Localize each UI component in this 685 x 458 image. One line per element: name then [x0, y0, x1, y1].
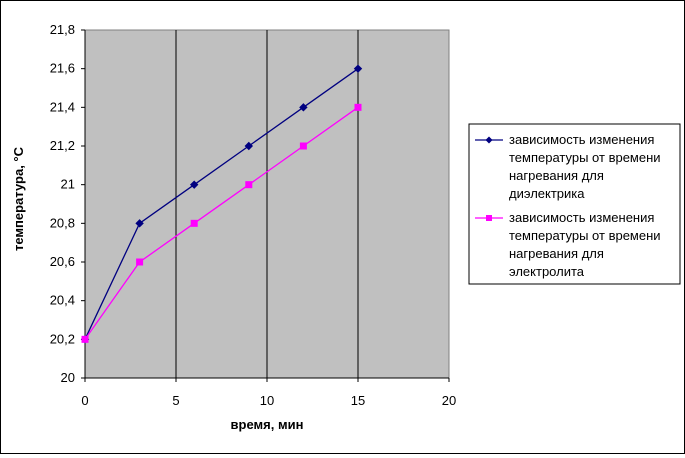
x-tick-label: 0: [81, 393, 88, 408]
y-tick-label: 20: [61, 370, 75, 385]
legend-box: [468, 123, 681, 285]
data-point: [299, 103, 308, 112]
data-point: [136, 258, 144, 266]
y-tick-label: 20,8: [50, 215, 75, 230]
data-point: [244, 141, 254, 151]
legend-label: электролита: [509, 264, 585, 279]
y-axis-ticks: 20 20,2 20,4 20,6 20,8 21 21,2 21,4 21,6 21,8: [50, 22, 85, 385]
x-axis-title: время, мин: [231, 417, 304, 432]
x-tick-label: 20: [442, 393, 456, 408]
legend-marker: [485, 136, 493, 144]
legend-label: зависимость изменения: [509, 132, 654, 147]
x-tick-label: 10: [260, 393, 274, 408]
data-point: [190, 219, 198, 227]
legend-label: диэлектрика: [509, 186, 585, 201]
data-point: [245, 181, 253, 189]
data-point: [299, 142, 307, 150]
legend: зависимость изменения температуры от врем…: [468, 123, 681, 285]
data-point: [81, 335, 89, 343]
y-tick-label: 21,8: [50, 22, 75, 37]
legend-marker: [486, 215, 492, 221]
legend-label: нагревания для: [509, 168, 604, 183]
series-line-2: [84, 106, 359, 340]
data-point: [353, 64, 363, 73]
y-tick-label: 21,2: [50, 138, 75, 153]
y-tick-label: 20,4: [50, 293, 75, 308]
series-line-1: [84, 68, 359, 340]
data-point: [135, 219, 144, 228]
legend-label: температуры от времени: [509, 150, 661, 165]
x-tick-label: 5: [172, 393, 179, 408]
data-point: [189, 180, 199, 189]
y-tick-label: 20,2: [50, 331, 75, 346]
data-point: [354, 103, 362, 111]
y-tick-label: 21: [61, 177, 75, 192]
legend-label: нагревания для: [509, 246, 604, 261]
x-tick-label: 15: [351, 393, 365, 408]
y-tick-label: 21,4: [50, 99, 75, 114]
y-tick-label: 20,6: [50, 254, 75, 269]
legend-label: зависимость изменения: [509, 210, 654, 225]
y-tick-label: 21,6: [50, 61, 75, 76]
y-axis-title: температура, °С: [11, 146, 26, 251]
legend-label: температуры от времени: [509, 228, 661, 243]
series-layer: [80, 64, 363, 344]
x-axis-ticks: 0 5 10 15 20: [81, 378, 456, 408]
